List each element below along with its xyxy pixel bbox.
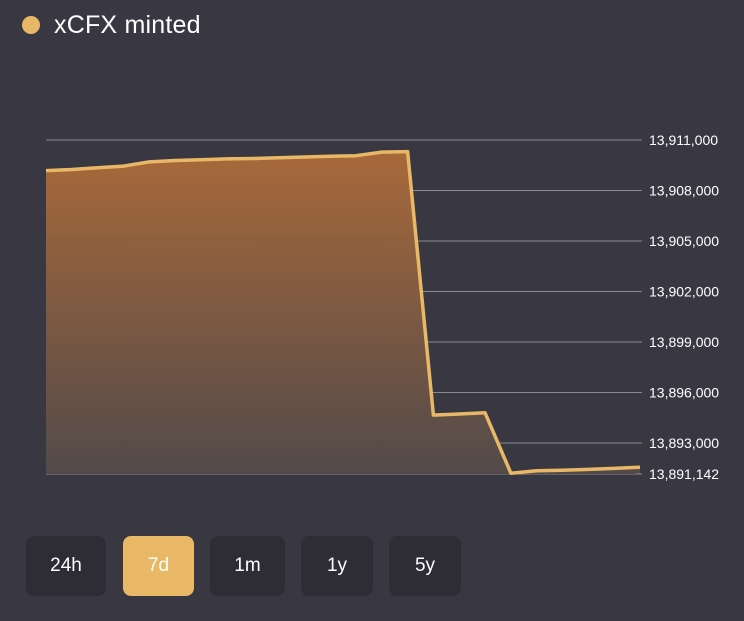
chart-title: xCFX minted	[54, 10, 201, 39]
y-axis-ticks: 13,911,000 13,908,000 13,905,000 13,902,000…	[636, 132, 719, 482]
range-button-1m[interactable]: 1m	[210, 536, 285, 596]
y-tick-label: 13,891,142	[649, 466, 719, 482]
range-button-7d[interactable]: 7d	[123, 536, 194, 596]
y-tick-label: 13,911,000	[649, 132, 718, 148]
range-button-24h[interactable]: 24h	[26, 536, 106, 596]
legend-dot-icon	[22, 16, 40, 34]
y-tick-label: 13,899,000	[649, 334, 719, 350]
y-tick-label: 13,893,000	[649, 435, 719, 451]
series-area	[46, 151, 640, 474]
y-tick-label: 13,896,000	[649, 385, 719, 401]
range-button-5y[interactable]: 5y	[389, 536, 461, 596]
y-tick-label: 13,905,000	[649, 233, 719, 249]
range-button-1y[interactable]: 1y	[301, 536, 373, 596]
series-line	[45, 149, 641, 476]
chart-legend: xCFX minted	[22, 10, 201, 40]
area-chart: 13,911,000 13,908,000 13,905,000 13,902,000…	[45, 132, 719, 482]
y-tick-label: 13,908,000	[649, 183, 719, 199]
y-tick-label: 13,902,000	[649, 284, 719, 300]
